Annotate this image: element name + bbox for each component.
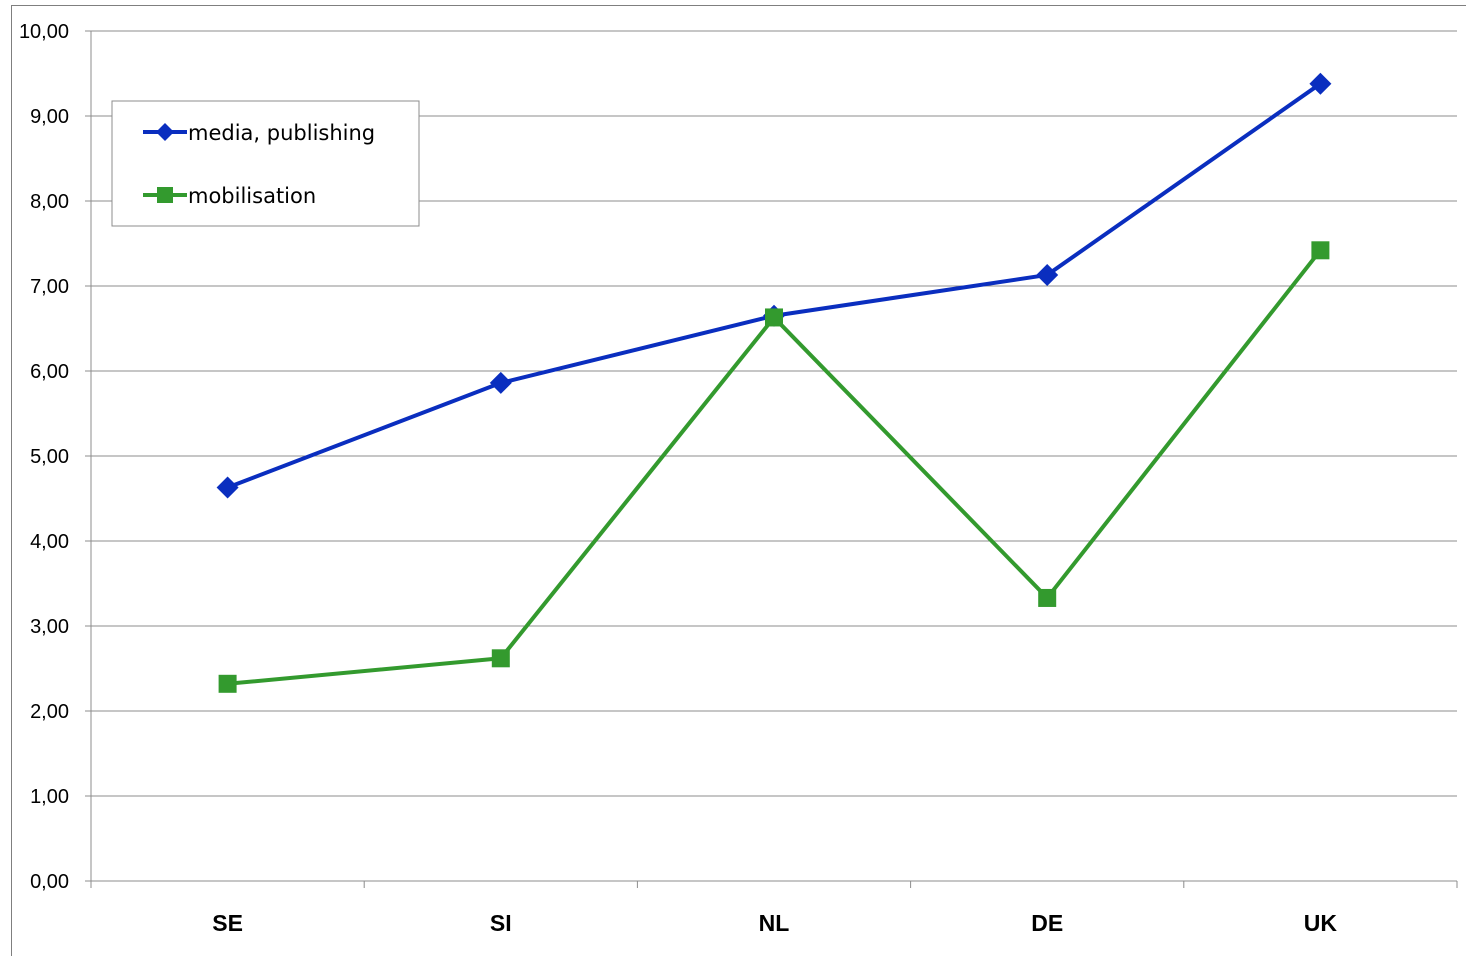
axes	[90, 31, 1458, 888]
x-tick-label: DE	[1031, 910, 1063, 936]
y-tick-label: 6,00	[30, 361, 69, 383]
y-tick-label: 9,00	[30, 106, 69, 128]
y-tick-label: 7,00	[30, 276, 69, 298]
data-point-diamond	[156, 123, 174, 141]
gridlines	[85, 30, 1457, 882]
data-point-square	[765, 308, 783, 327]
data-point-square	[157, 187, 173, 203]
data-point-square	[1311, 241, 1330, 260]
legend: media, publishing mobilisation	[111, 100, 420, 227]
legend-label: mobilisation	[188, 184, 316, 208]
data-point-diamond	[216, 476, 239, 499]
chart-frame	[11, 5, 1466, 956]
legend-item: media, publishing	[143, 121, 375, 145]
data-point-square	[1038, 588, 1057, 607]
data-point-diamond	[1309, 72, 1332, 95]
y-tick-label: 8,00	[30, 191, 69, 213]
y-tick-label: 10,00	[19, 21, 69, 43]
y-tick-label: 5,00	[30, 446, 69, 468]
series-lines	[216, 72, 1332, 693]
y-axis-tick-labels: 0,00 1,00 2,00 3,00 4,00 5,00 6,00 7,00 8,00 9,00…	[19, 21, 69, 893]
legend-label: media, publishing	[188, 121, 375, 145]
y-tick-label: 1,00	[30, 786, 69, 808]
data-point-square	[491, 649, 510, 668]
series-mobilisation	[218, 241, 1330, 693]
y-tick-label: 0,00	[30, 871, 69, 893]
y-tick-label: 3,00	[30, 616, 69, 638]
legend-item: mobilisation	[143, 184, 316, 208]
y-tick-label: 4,00	[30, 531, 69, 553]
x-axis-tick-labels: SE SI NL DE UK	[212, 910, 1337, 936]
x-tick-label: UK	[1304, 910, 1338, 936]
data-point-diamond	[489, 371, 512, 394]
y-tick-label: 2,00	[30, 701, 69, 723]
x-tick-label: NL	[759, 910, 790, 936]
data-point-diamond	[1036, 263, 1059, 286]
x-tick-label: SI	[490, 910, 512, 936]
x-tick-label: SE	[212, 910, 243, 936]
data-point-square	[218, 674, 237, 693]
legend-box	[111, 100, 420, 227]
